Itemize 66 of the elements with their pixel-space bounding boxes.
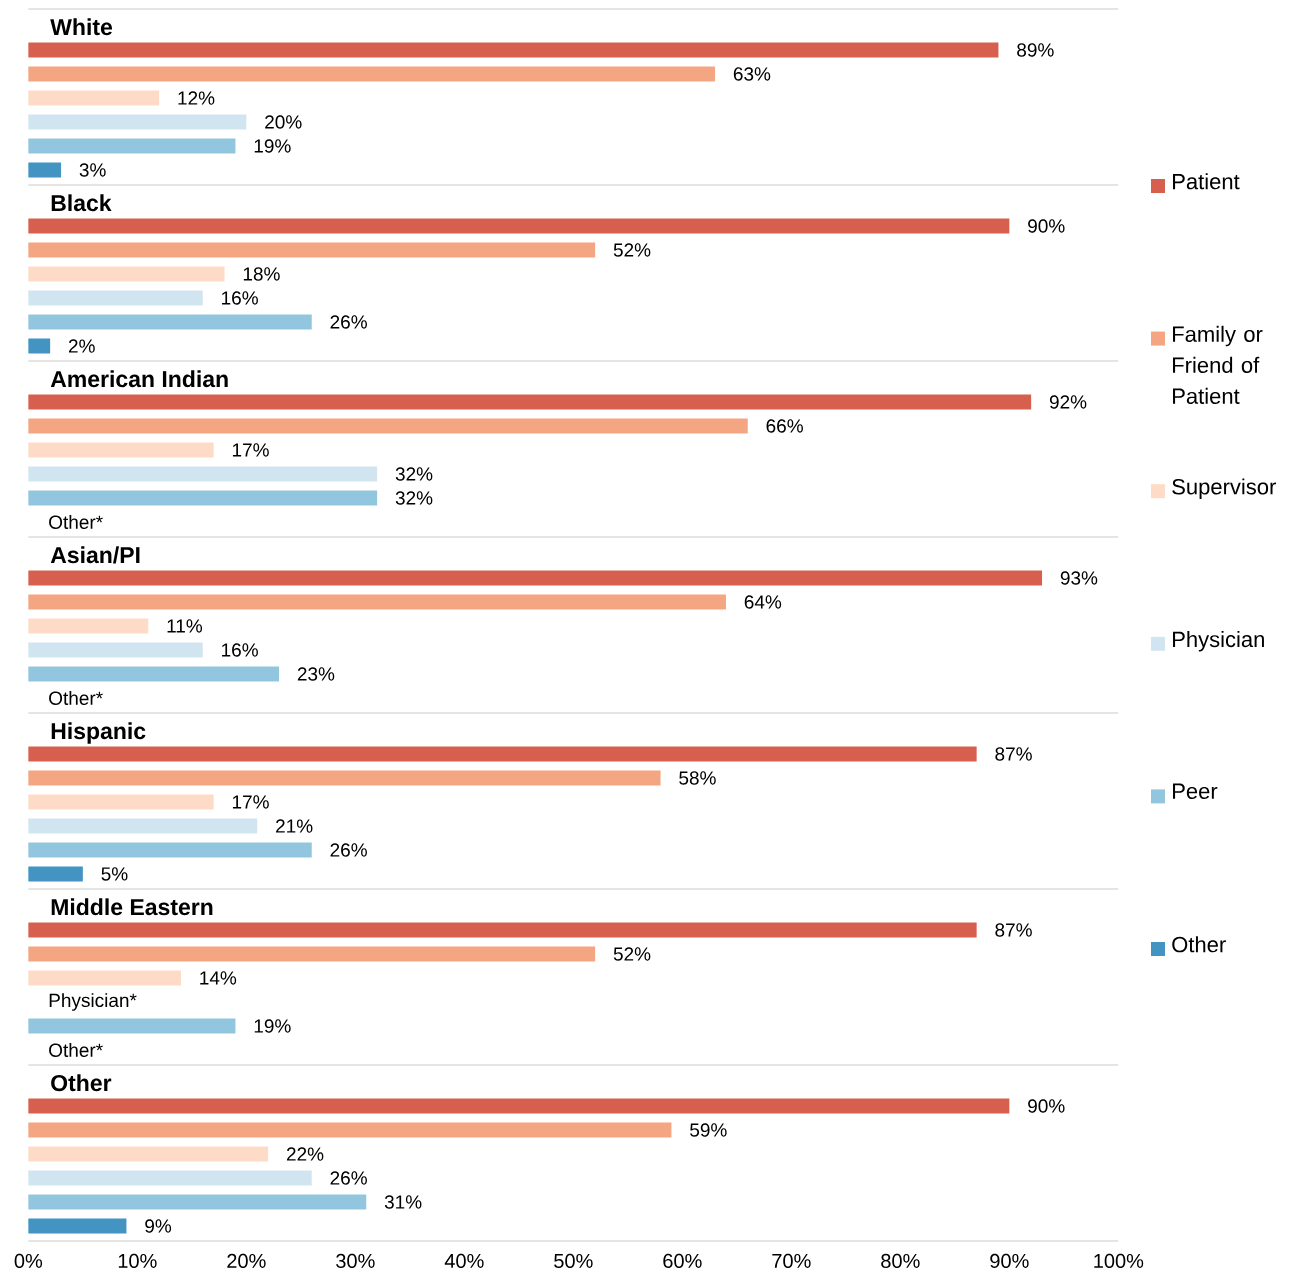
data-label: 11% [167, 619, 203, 633]
data-label: 22% [286, 1147, 324, 1161]
data-label: 66% [766, 419, 803, 433]
annotation: Physician* [49, 993, 137, 1011]
data-label: 64% [744, 595, 782, 609]
y-tick-label: Black [51, 194, 112, 212]
x-tick-label: 0% [14, 1253, 43, 1269]
y-tick-label: Hispanic [51, 722, 146, 744]
legend-label: Patient [1173, 173, 1240, 190]
x-tick-label: 100% [1094, 1253, 1144, 1269]
data-label: 90% [1028, 219, 1065, 233]
x-tick-label: 60% [663, 1253, 702, 1269]
x-tick-label: 90% [990, 1253, 1029, 1269]
x-tick-label: 30% [336, 1253, 375, 1269]
data-label: 90% [1028, 1099, 1065, 1113]
data-label: 19% [254, 139, 291, 153]
legend-label: Peer [1173, 783, 1218, 799]
data-label: 3% [79, 163, 106, 177]
data-label: 17% [232, 795, 269, 809]
x-tick-label: 50% [554, 1253, 593, 1269]
data-label: 87% [995, 747, 1032, 761]
legend-label: Physician [1173, 630, 1264, 652]
y-tick-label: Other [51, 1074, 112, 1092]
data-label: 2% [68, 339, 95, 353]
data-label: 17% [232, 443, 269, 457]
data-label: 18% [243, 267, 280, 281]
x-tick-label: 80% [881, 1253, 920, 1269]
x-tick-label: 10% [118, 1253, 157, 1269]
data-label: 59% [690, 1123, 727, 1137]
annotation: Other* [49, 515, 103, 529]
annotation: Other* [49, 691, 103, 705]
data-label: 5% [101, 867, 128, 881]
data-label: 89% [1017, 43, 1054, 57]
data-label: 16% [222, 291, 258, 305]
data-label: 87% [995, 923, 1032, 937]
data-label: 52% [613, 947, 651, 961]
y-tick-label: Asian/PI [50, 546, 140, 564]
data-label: 63% [733, 67, 771, 81]
data-label: 93% [1060, 571, 1098, 585]
data-label: 32% [395, 467, 433, 481]
data-label: 12% [178, 91, 215, 105]
data-label: 52% [613, 243, 651, 257]
data-label: 26% [330, 843, 367, 857]
data-label: 23% [297, 667, 335, 681]
data-label: 19% [254, 1019, 291, 1033]
data-label: 58% [679, 771, 716, 785]
y-tick-label: Middle Eastern [51, 898, 213, 916]
y-tick-label: White [50, 18, 113, 36]
data-label: 21% [276, 819, 313, 833]
data-label: 14% [200, 971, 237, 985]
x-tick-label: 20% [227, 1253, 266, 1269]
legend-label: Supervisor [1172, 478, 1276, 499]
data-label: 20% [265, 115, 302, 129]
y-tick-label: American Indian [50, 370, 228, 388]
legend-label: Other [1172, 936, 1226, 953]
data-label: 31% [384, 1195, 422, 1209]
legend-label: Family or Friend of Patient [1173, 325, 1263, 404]
x-tick-label: 40% [444, 1253, 484, 1269]
data-label: 32% [395, 491, 433, 505]
data-label: 9% [145, 1219, 172, 1233]
data-label: 26% [330, 315, 367, 329]
x-tick-label: 70% [772, 1253, 811, 1269]
data-label: 26% [330, 1171, 367, 1185]
data-label: 92% [1049, 395, 1087, 409]
data-label: 16% [222, 643, 258, 657]
annotation: Other* [49, 1043, 103, 1057]
